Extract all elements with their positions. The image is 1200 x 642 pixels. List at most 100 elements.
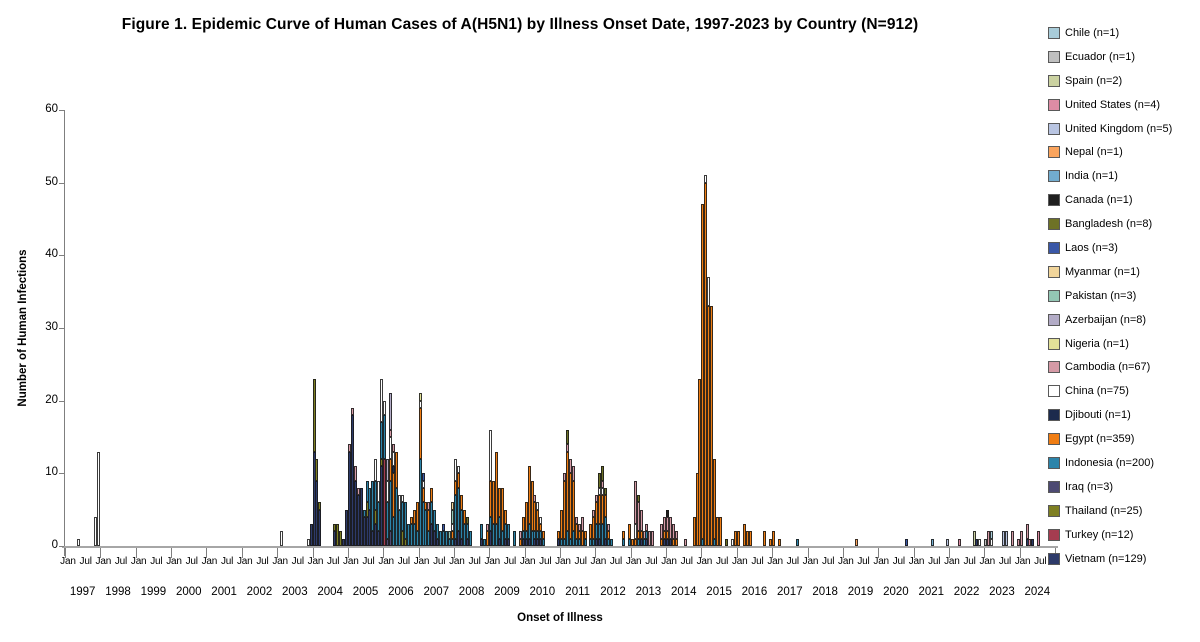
year-label: 2008 [458, 586, 485, 598]
y-tick [59, 110, 64, 111]
bar-segment [421, 487, 425, 503]
bar-segment [713, 538, 717, 546]
month-tick-label: Jan [838, 556, 854, 567]
bar-segment [568, 458, 572, 474]
bar-segment [462, 509, 466, 525]
year-label: 2015 [706, 586, 732, 598]
bar-segment [350, 415, 354, 546]
month-tick-label: Jan [519, 556, 536, 567]
bar-segment [374, 509, 378, 525]
legend-label: Chile (n=1) [1065, 27, 1120, 39]
bar-segment [341, 538, 345, 546]
month-tick-label: Jul [503, 556, 516, 567]
bar-segment [598, 538, 602, 546]
year-label: 2021 [918, 586, 945, 598]
month-tick-label: Jan [307, 556, 324, 567]
bar-segment [604, 538, 608, 546]
bar-segment [795, 538, 799, 546]
year-boundary-tick [489, 548, 491, 558]
bar-segment [498, 516, 502, 539]
bar-segment [683, 538, 687, 546]
year-boundary-tick [383, 548, 385, 558]
y-tick [59, 473, 64, 475]
legend-color-swatch [1048, 385, 1060, 398]
legend-item: China (n=75) [1048, 385, 1198, 398]
y-tick-label: 40 [45, 248, 58, 261]
year-boundary-tick [560, 548, 561, 558]
bar-segment [445, 531, 449, 546]
bar-segment [436, 538, 440, 546]
bar-segment [418, 458, 422, 546]
bar-segment [1001, 531, 1005, 546]
legend-item: Spain (n=2) [1048, 74, 1198, 87]
bar-segment [347, 451, 351, 546]
bar-segment [521, 531, 525, 539]
month-tick-label: Jul [256, 556, 269, 567]
legend-label: India (n=1) [1065, 170, 1118, 183]
bar-segment [392, 473, 396, 517]
bar-segment [436, 524, 440, 539]
legend-item: Bangladesh (n=8) [1048, 218, 1198, 231]
legend-color-swatch [1048, 218, 1060, 231]
month-tick-label: Jan [979, 556, 995, 567]
bar-segment [633, 480, 637, 525]
bar-segment [365, 502, 369, 517]
year-label: 2014 [670, 586, 697, 598]
y-tick [59, 400, 64, 402]
bar-segment [984, 538, 988, 546]
bar-segment [574, 524, 578, 539]
y-tick-label: 0 [51, 539, 58, 551]
bar-segment [433, 509, 437, 532]
legend-color-swatch [1048, 265, 1060, 278]
bar-segment [489, 480, 493, 517]
bar-segment [627, 538, 631, 546]
legend-color-swatch [1048, 409, 1060, 422]
bar-segment [468, 531, 472, 546]
month-tick-label: Jul [822, 556, 835, 567]
bar-segment [415, 531, 419, 546]
bar-segment [521, 516, 525, 532]
bar-segment [418, 393, 422, 401]
month-tick-label: Jul [397, 556, 410, 567]
year-label: 2022 [953, 586, 980, 598]
legend-item: Ecuador (n=1) [1048, 50, 1198, 63]
bar-segment [448, 531, 452, 539]
bar-segment [763, 531, 767, 546]
year-boundary-tick [65, 548, 66, 558]
bar-segment [427, 531, 431, 546]
bar-segment [318, 502, 322, 510]
bar-segment [592, 509, 596, 517]
bar-segment [607, 531, 611, 539]
bar-segment [356, 495, 360, 546]
bar-segment [574, 538, 578, 546]
bar-segment [1010, 531, 1014, 546]
month-tick-label: Jan [1014, 556, 1031, 567]
bar-segment [542, 531, 546, 539]
bar-segment [562, 473, 566, 481]
month-tick-label: Jul [751, 556, 764, 567]
month-tick-label: Jul [79, 556, 92, 567]
bar-segment [604, 516, 608, 539]
bar-segment [386, 480, 390, 503]
month-tick-label: Jan [555, 556, 571, 567]
year-boundary-tick [807, 548, 809, 558]
bar-segment [418, 400, 422, 408]
bar-segment [595, 495, 599, 503]
bar-segment [486, 524, 490, 532]
bar-segment [778, 538, 782, 546]
bar-segment [560, 538, 563, 546]
bar-segment [353, 466, 357, 481]
bar-segment [318, 509, 322, 546]
bar-segment [306, 538, 310, 546]
bar-segment [495, 524, 499, 546]
month-tick-label: Jul [963, 556, 976, 567]
year-boundary-tick [772, 548, 774, 558]
legend-item: Vietnam (n=129) [1048, 552, 1198, 565]
month-tick-label: Jan [731, 556, 748, 567]
bar-segment [663, 538, 667, 546]
bar-segment [636, 502, 640, 532]
legend-color-swatch [1048, 337, 1060, 350]
bar-segment [450, 509, 454, 525]
bar-segment [359, 487, 363, 546]
year-boundary-tick [984, 548, 986, 558]
